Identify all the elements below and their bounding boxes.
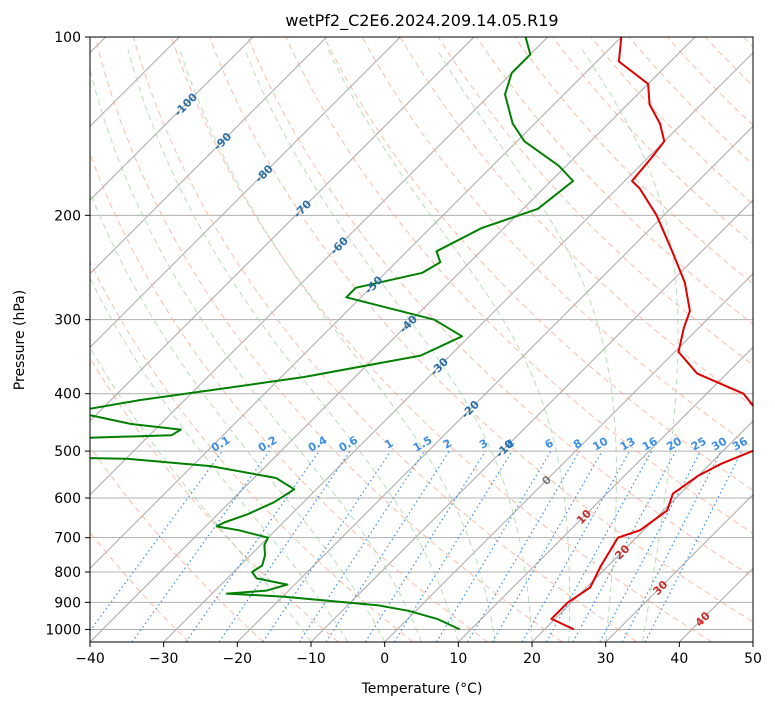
- moist-adiabat: [581, 49, 679, 642]
- isotherm-line: [90, 37, 622, 570]
- isotherm-line: [531, 420, 753, 642]
- mixing-ratio-line: [491, 450, 603, 642]
- mixing-ratio-line: [435, 450, 552, 642]
- moist-adiabat: [127, 49, 459, 642]
- x-tick-label: −20: [223, 651, 253, 667]
- dry-adiabat: [514, 37, 753, 285]
- moist-adiabat: [244, 49, 533, 642]
- x-tick-label: 10: [449, 651, 467, 667]
- grid-layer: [90, 37, 753, 642]
- mixing-ratio-line: [131, 450, 270, 642]
- isotherm-line: [457, 346, 753, 642]
- moist-adiabat: [436, 49, 617, 642]
- dewpoint-profile: [90, 37, 575, 631]
- series-layer: [90, 37, 753, 631]
- isotherm-line: [90, 37, 475, 422]
- dry-adiabat: [323, 37, 753, 491]
- y-tick-label: 1000: [45, 622, 81, 638]
- dry-adiabat: [361, 37, 753, 449]
- y-tick-label: 800: [54, 565, 81, 581]
- isotherm-line: [90, 37, 401, 349]
- plot-frame: [89, 36, 754, 643]
- isotherm-line: [384, 272, 753, 642]
- x-axis: −40 −30 −20 −10 0 10 20 30 40 50: [75, 642, 762, 667]
- x-tick-label: −30: [149, 651, 179, 667]
- dry-adiabat: [90, 446, 264, 642]
- isotherm-line: [752, 641, 753, 642]
- mixing-ratio-line: [298, 450, 425, 642]
- mixing-ratio-line: [393, 450, 513, 642]
- isotherm-line: [236, 125, 753, 642]
- y-tick-label: 300: [54, 313, 81, 329]
- isotherm-line: [90, 37, 549, 496]
- x-tick-label: −40: [75, 651, 105, 667]
- mixing-ratio-line: [572, 450, 677, 642]
- y-tick-label: 900: [54, 595, 81, 611]
- dry-adiabat: [399, 37, 753, 407]
- mixing-ratio-line: [545, 450, 653, 642]
- x-tick-label: 50: [744, 651, 762, 667]
- isotherm-line: [163, 51, 753, 642]
- mixing-ratio-line: [325, 450, 450, 642]
- x-tick-label: 40: [670, 651, 688, 667]
- dry-adiabat: [90, 260, 414, 642]
- x-tick-label: −10: [296, 651, 326, 667]
- isotherm-line: [90, 37, 254, 201]
- x-tick-label: 20: [523, 651, 541, 667]
- mixing-ratio-line: [521, 450, 631, 642]
- temperature-profile: [550, 37, 753, 631]
- moist-adiabat: [179, 49, 496, 642]
- y-tick-label: 200: [54, 208, 81, 224]
- mixing-ratio-line: [364, 450, 486, 642]
- y-tick-label: 100: [54, 30, 81, 46]
- y-tick-label: 500: [54, 444, 81, 460]
- y-tick-label: 400: [54, 387, 81, 403]
- x-axis-title: Temperature (°C): [361, 681, 483, 697]
- mixing-ratio-line: [185, 450, 320, 642]
- isotherm-line: [90, 37, 328, 275]
- y-tick-label: 700: [54, 531, 81, 547]
- x-tick-label: 0: [380, 651, 389, 667]
- y-tick-label: 600: [54, 491, 81, 507]
- dry-adiabat: [94, 37, 563, 642]
- y-axis-title: Pressure (hPa): [12, 290, 28, 390]
- x-tick-label: 30: [597, 651, 615, 667]
- mixing-ratio-line: [466, 450, 580, 642]
- isotherm-line: [605, 493, 753, 642]
- chart-title: wetPf2_C2E6.2024.209.14.05.R19: [285, 11, 558, 31]
- dry-adiabat: [476, 37, 753, 325]
- dry-adiabat: [247, 37, 753, 578]
- dry-adiabat: [209, 37, 753, 623]
- dry-adiabat: [628, 37, 753, 166]
- moist-adiabat: [90, 346, 312, 642]
- plot-area: [90, 37, 753, 642]
- moist-adiabat: [90, 67, 422, 642]
- isotherm-line: [90, 37, 696, 642]
- dry-adiabat: [132, 37, 638, 642]
- y-axis: 100 200 300 400 500 600 700 800 900 1000: [45, 30, 90, 638]
